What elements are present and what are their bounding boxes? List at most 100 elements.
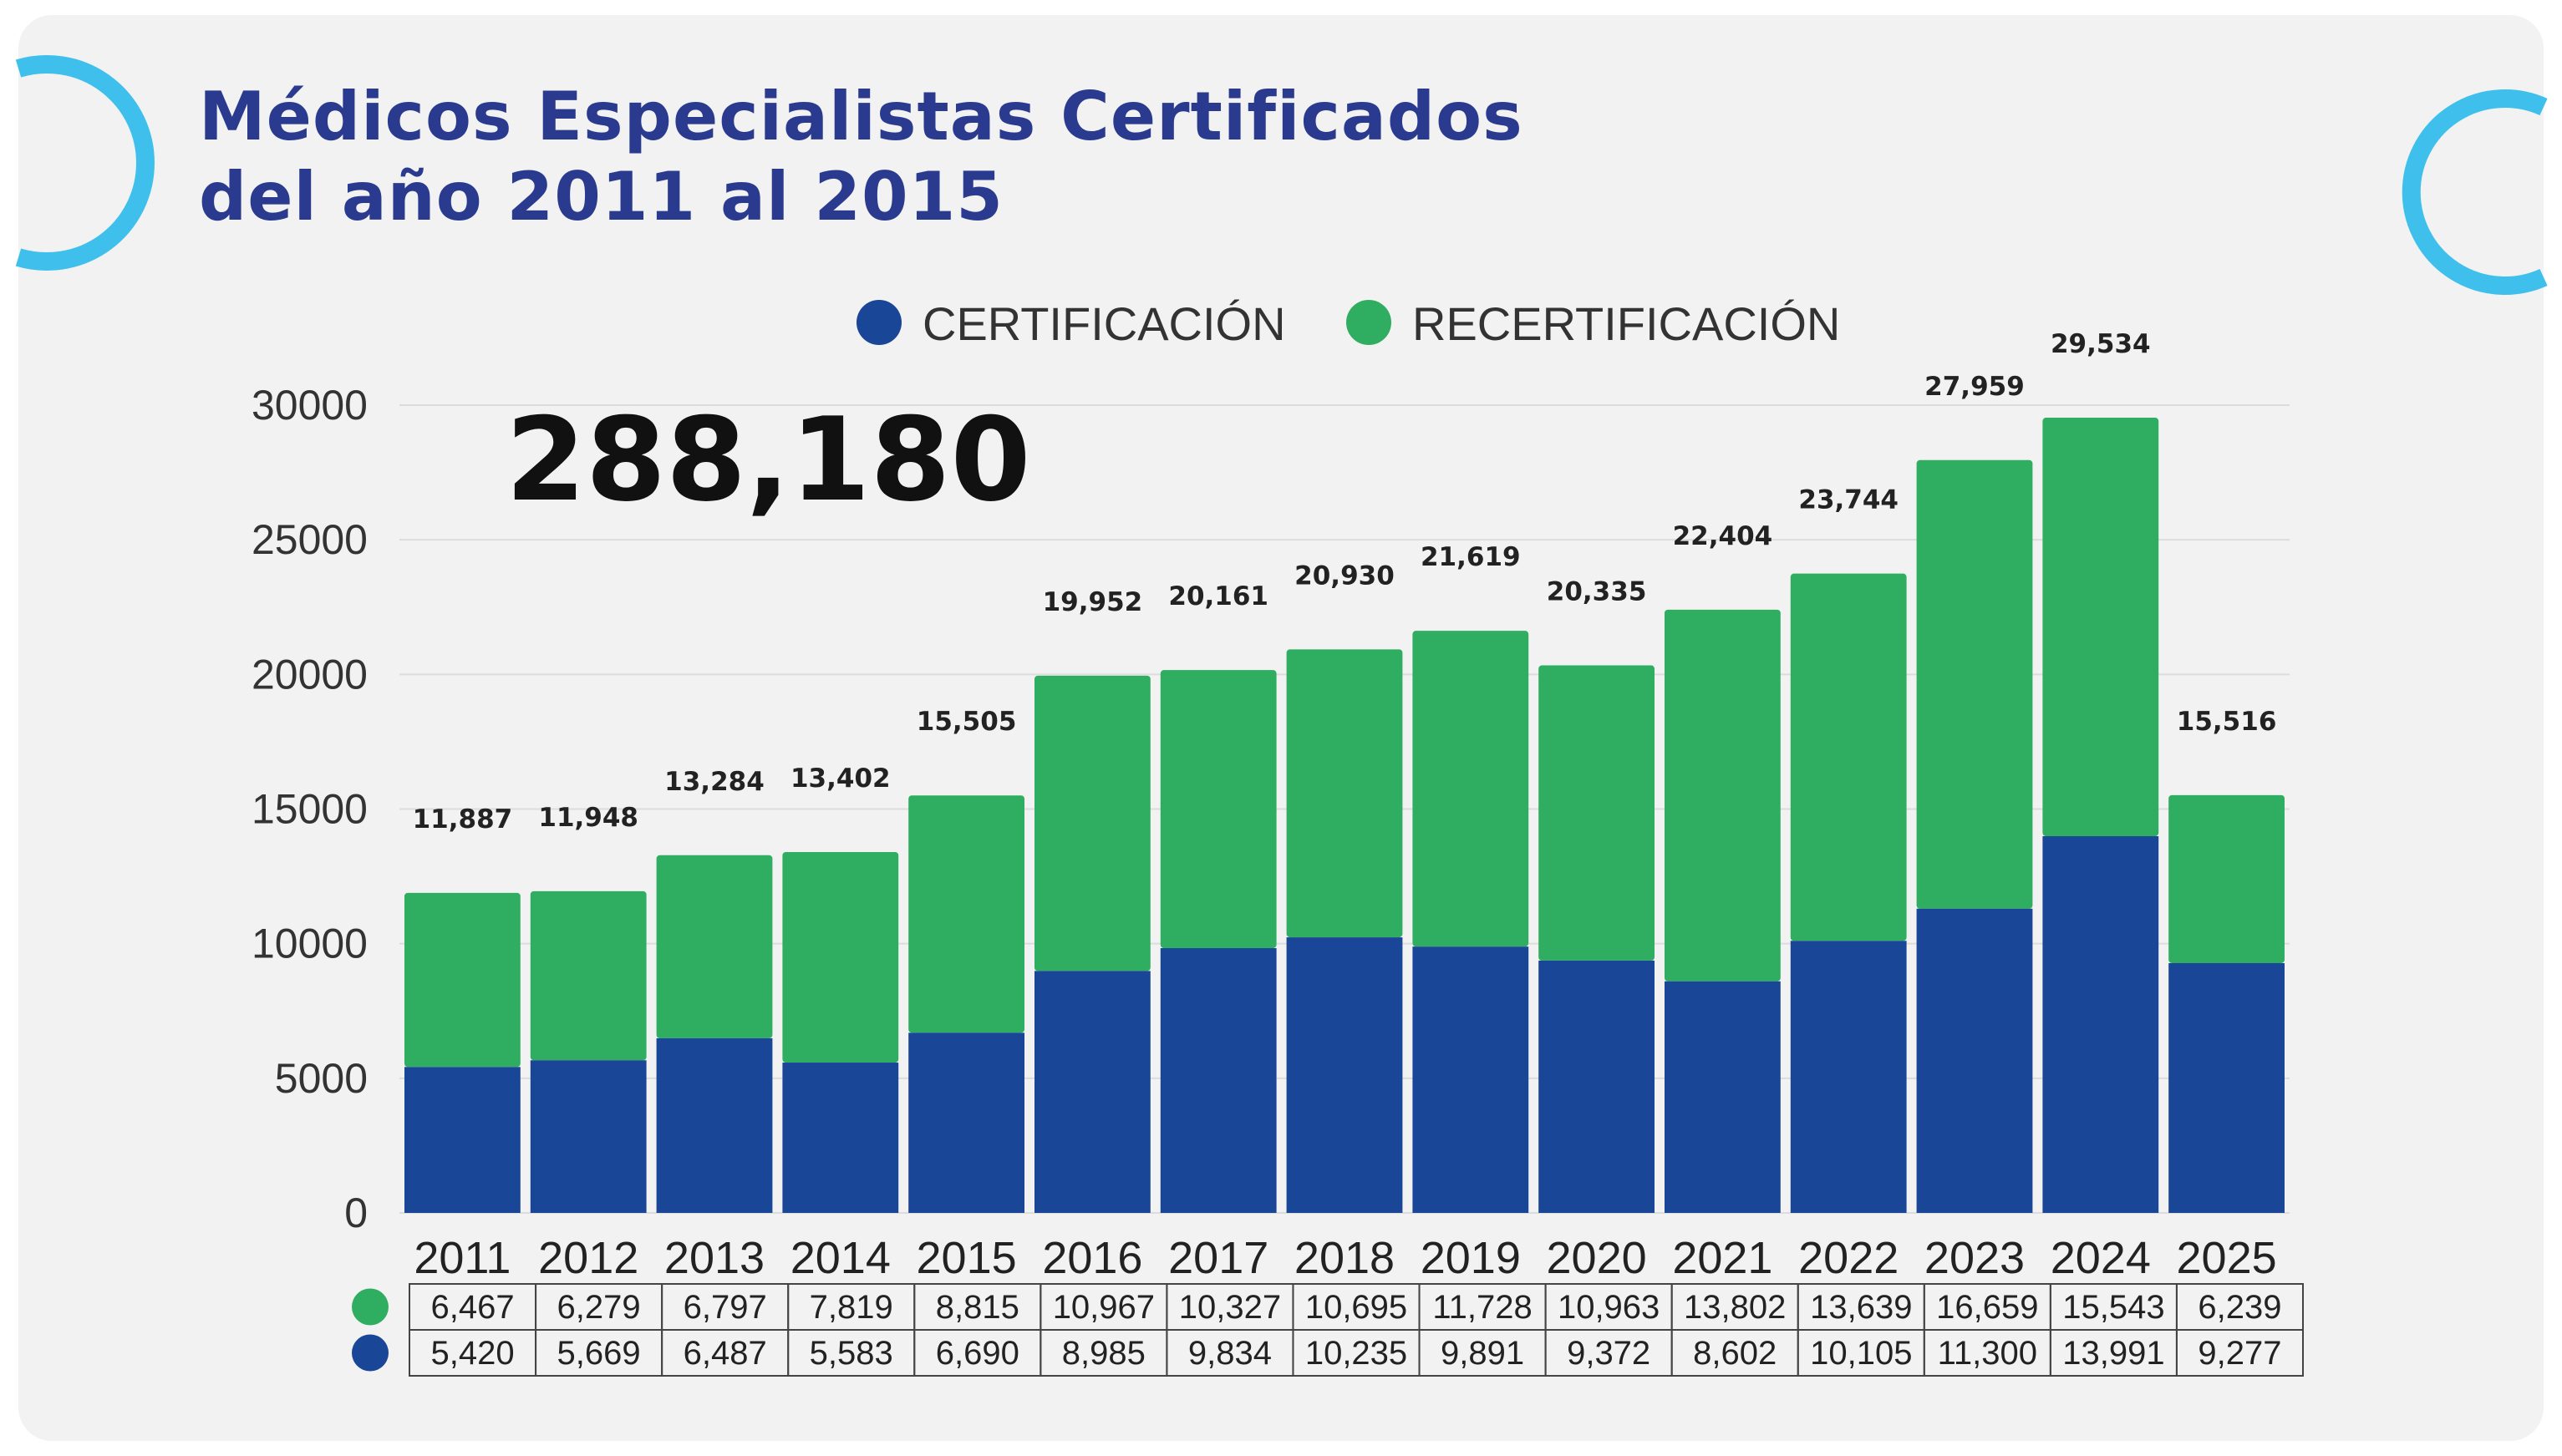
x-tick-label-2013: 2013 [664,1233,765,1283]
bar-certificacion-2022 [1790,941,1907,1213]
total-label-2023: 27,959 [1924,372,2025,402]
total-label-2021: 22,404 [1673,521,1773,551]
table-cell-value: 6,467 [430,1289,514,1326]
x-tick-label-2014: 2014 [790,1233,891,1283]
x-tick-label-2017: 2017 [1168,1233,1268,1283]
table-cell-value: 10,963 [1558,1289,1660,1326]
bar-recertificacion-2017 [1160,670,1277,949]
table-cell-value: 6,279 [557,1289,641,1326]
table-cell-value: 8,815 [936,1289,1019,1326]
total-sum-label: 288,180 [506,393,1031,527]
table-cell-value: 13,802 [1684,1289,1786,1326]
y-tick-label: 0 [344,1190,368,1236]
bar-certificacion-2012 [530,1060,647,1213]
bar-recertificacion-2016 [1034,675,1151,972]
x-tick-label-2015: 2015 [917,1233,1017,1283]
bar-recertificacion-2018 [1286,649,1403,938]
bar-certificacion-2017 [1160,948,1277,1213]
table-cell-value: 9,277 [2198,1335,2281,1372]
x-tick-label-2012: 2012 [538,1233,638,1283]
legend-recertificacion-label: RECERTIFICACIÓN [1412,297,1840,350]
table-cell-value: 16,659 [1936,1289,2038,1326]
bar-recertificacion-2013 [656,855,773,1038]
legend-certificacion-marker [857,300,902,345]
bar-certificacion-2016 [1034,971,1151,1213]
y-tick-label: 30000 [252,382,368,429]
total-label-2020: 20,335 [1547,577,1647,607]
table-cell-value: 10,967 [1053,1289,1155,1326]
bar-certificacion-2021 [1665,981,1781,1213]
table-cell-value: 8,602 [1693,1335,1777,1372]
table-row-marker-certificacion [352,1334,389,1372]
total-label-2022: 23,744 [1798,485,1899,515]
total-label-2013: 13,284 [664,767,765,797]
table-cell-value: 8,985 [1062,1335,1146,1372]
bar-certificacion-2018 [1286,937,1403,1213]
total-label-2015: 15,505 [917,707,1017,737]
bar-certificacion-2013 [656,1037,773,1213]
total-label-2024: 29,534 [2051,329,2151,359]
bar-certificacion-2025 [2168,962,2285,1213]
title-line-1: Médicos Especialistas Certificados [199,78,1523,155]
title-line-2: del año 2011 al 2015 [199,158,1004,236]
table-row-marker-recertificacion [352,1288,389,1326]
y-tick-label: 20000 [252,651,368,698]
bar-recertificacion-2020 [1538,665,1655,961]
table-cell-value: 9,834 [1188,1335,1272,1372]
x-tick-label-2024: 2024 [2051,1233,2151,1283]
table-cell-value: 10,235 [1305,1335,1407,1372]
table-cell-value: 13,639 [1810,1289,1912,1326]
bar-certificacion-2020 [1538,960,1655,1213]
table-cell-value: 6,239 [2198,1289,2281,1326]
bar-certificacion-2024 [2042,836,2159,1213]
table-cell-value: 6,487 [684,1335,767,1372]
x-tick-label-2016: 2016 [1042,1233,1142,1283]
total-label-2016: 19,952 [1043,587,1143,617]
x-tick-label-2011: 2011 [414,1233,511,1283]
y-tick-label: 25000 [252,516,368,563]
bar-recertificacion-2021 [1665,609,1781,982]
bar-recertificacion-2023 [1916,459,2033,909]
bar-recertificacion-2024 [2042,418,2159,837]
bar-recertificacion-2012 [530,890,647,1061]
bar-certificacion-2015 [908,1032,1024,1213]
x-tick-label-2022: 2022 [1798,1233,1899,1283]
total-label-2018: 20,930 [1294,561,1395,591]
bar-certificacion-2019 [1412,946,1529,1213]
table-cell-value: 6,690 [936,1335,1019,1372]
y-tick-label: 15000 [252,786,368,833]
x-tick-label-2023: 2023 [1924,1233,2025,1283]
table-cell-value: 5,583 [810,1335,893,1372]
x-tick-label-2025: 2025 [2177,1233,2277,1283]
table-cell-value: 10,695 [1305,1289,1407,1326]
legend-certificacion-label: CERTIFICACIÓN [923,297,1286,350]
bar-certificacion-2011 [404,1067,521,1213]
bar-certificacion-2023 [1916,908,2033,1213]
total-label-2017: 20,161 [1168,581,1268,611]
x-tick-label-2018: 2018 [1294,1233,1395,1283]
x-tick-label-2021: 2021 [1672,1233,1772,1283]
bar-recertificacion-2019 [1412,631,1529,947]
bar-recertificacion-2014 [782,852,899,1063]
table-cell-value: 9,372 [1567,1335,1650,1372]
table-cell-value: 9,891 [1441,1335,1524,1372]
legend-recertificacion-marker [1346,300,1391,345]
total-label-2011: 11,887 [413,804,513,835]
bar-recertificacion-2011 [404,892,521,1068]
bar-certificacion-2014 [782,1063,899,1213]
y-tick-label: 10000 [252,921,368,967]
table-cell-value: 5,420 [430,1335,514,1372]
bar-recertificacion-2022 [1790,573,1907,941]
total-label-2019: 21,619 [1421,542,1521,572]
table-cell-value: 10,327 [1179,1289,1281,1326]
bar-recertificacion-2025 [2168,794,2285,963]
x-tick-label-2020: 2020 [1547,1233,1647,1283]
table-cell-value: 5,669 [557,1335,641,1372]
table-cell-value: 7,819 [810,1289,893,1326]
total-label-2025: 15,516 [2177,707,2277,737]
total-label-2014: 13,402 [790,764,891,794]
table-cell [2175,1329,2305,1377]
table-cell-value: 15,543 [2062,1289,2164,1326]
table-cell-value: 11,728 [1432,1289,1532,1326]
